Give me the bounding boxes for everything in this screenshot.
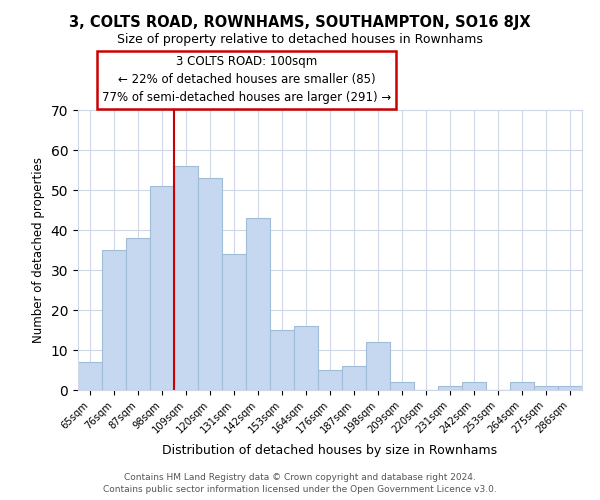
Bar xyxy=(270,330,294,390)
Bar xyxy=(438,386,462,390)
Bar xyxy=(342,366,366,390)
Bar xyxy=(534,386,558,390)
Bar xyxy=(318,370,342,390)
Text: Contains HM Land Registry data © Crown copyright and database right 2024.: Contains HM Land Registry data © Crown c… xyxy=(124,472,476,482)
Text: Contains public sector information licensed under the Open Government Licence v3: Contains public sector information licen… xyxy=(103,485,497,494)
Bar xyxy=(390,382,414,390)
Text: 3 COLTS ROAD: 100sqm
← 22% of detached houses are smaller (85)
77% of semi-detac: 3 COLTS ROAD: 100sqm ← 22% of detached h… xyxy=(102,56,391,104)
Bar xyxy=(246,218,270,390)
Bar xyxy=(126,238,150,390)
Bar xyxy=(102,250,126,390)
Bar xyxy=(150,186,174,390)
Bar xyxy=(366,342,390,390)
Bar xyxy=(510,382,534,390)
Bar xyxy=(462,382,486,390)
Bar xyxy=(174,166,198,390)
Bar xyxy=(78,362,102,390)
Bar xyxy=(222,254,246,390)
X-axis label: Distribution of detached houses by size in Rownhams: Distribution of detached houses by size … xyxy=(163,444,497,456)
Bar xyxy=(558,386,582,390)
Text: 3, COLTS ROAD, ROWNHAMS, SOUTHAMPTON, SO16 8JX: 3, COLTS ROAD, ROWNHAMS, SOUTHAMPTON, SO… xyxy=(69,15,531,30)
Text: Size of property relative to detached houses in Rownhams: Size of property relative to detached ho… xyxy=(117,32,483,46)
Bar xyxy=(198,178,222,390)
Bar xyxy=(294,326,318,390)
Y-axis label: Number of detached properties: Number of detached properties xyxy=(32,157,45,343)
